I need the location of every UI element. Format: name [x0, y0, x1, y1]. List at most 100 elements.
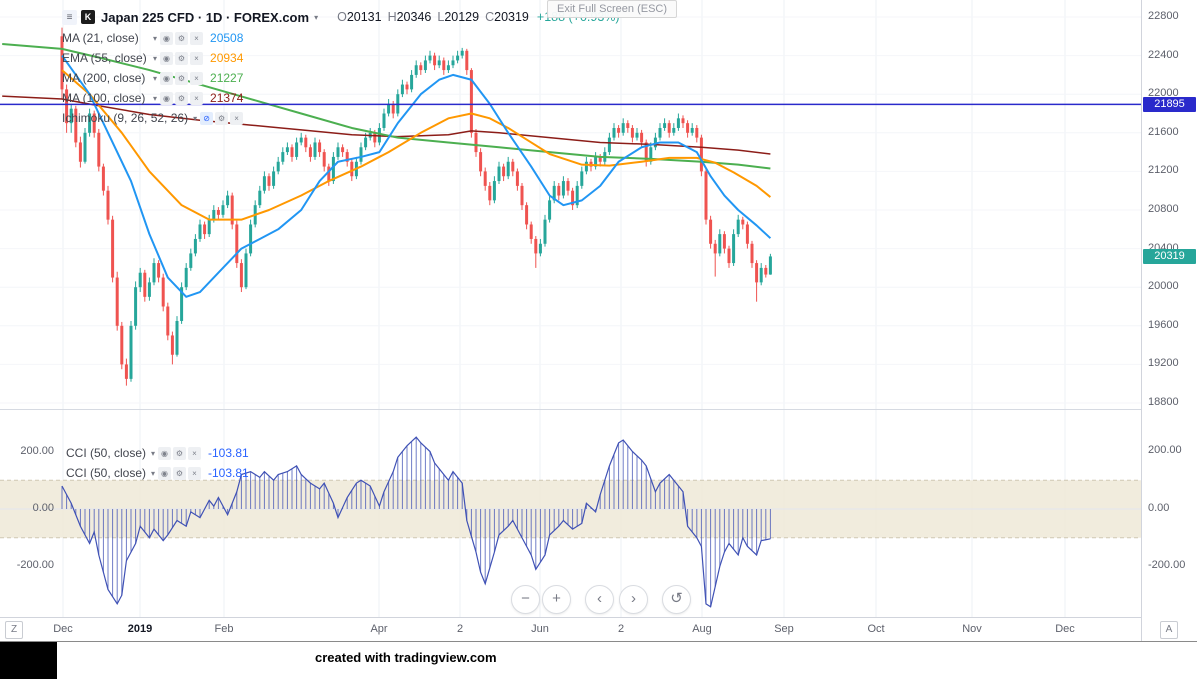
- time-axis-label: Oct: [867, 623, 885, 635]
- indicator-row-ma200[interactable]: MA (200, close) ▾ ◉ ⚙ × 21227: [62, 68, 620, 88]
- cci-left-tick: 200.00: [20, 445, 54, 457]
- eye-icon[interactable]: ◉: [160, 51, 174, 65]
- indicator-value: 20934: [210, 51, 244, 65]
- eye-icon[interactable]: ◉: [160, 31, 174, 45]
- cci-legend: CCI (50, close) ▾ ◉ ⚙ × -103.81 CCI (50,…: [66, 443, 249, 483]
- close-icon[interactable]: ×: [190, 91, 204, 105]
- symbol-title[interactable]: Japan 225 CFD · 1D · FOREX.com: [101, 9, 310, 25]
- high-label: H: [387, 10, 397, 24]
- zoom-out-button[interactable]: −: [511, 585, 540, 614]
- settings-icon[interactable]: ⚙: [173, 466, 187, 480]
- close-icon[interactable]: ×: [190, 31, 204, 45]
- cci-left-tick: -200.00: [16, 559, 54, 571]
- pan-left-button[interactable]: ‹: [585, 585, 614, 614]
- indicator-row-ma21[interactable]: MA (21, close) ▾ ◉ ⚙ × 20508: [62, 28, 620, 48]
- indicator-label: CCI (50, close): [66, 466, 147, 480]
- eye-icon[interactable]: ◉: [160, 91, 174, 105]
- menu-icon[interactable]: ≡: [62, 9, 77, 25]
- price-tick-label: 22800: [1148, 10, 1179, 22]
- close-icon[interactable]: ×: [190, 51, 204, 65]
- chevron-down-icon[interactable]: ▾: [151, 448, 156, 458]
- close-icon[interactable]: ×: [230, 111, 244, 125]
- eye-icon[interactable]: ◉: [158, 446, 172, 460]
- price-tick-label: 22400: [1148, 48, 1179, 61]
- low-value: 20129: [444, 10, 480, 24]
- chevron-down-icon[interactable]: ▾: [193, 113, 198, 123]
- time-axis-label: Sep: [774, 623, 794, 635]
- indicator-value: -103.81: [208, 446, 249, 460]
- chart-plot-area[interactable]: ≡ K Japan 225 CFD · 1D · FOREX.com ▾ O20…: [0, 0, 1141, 617]
- cci-band-layer: [0, 479, 1141, 539]
- indicator-label: MA (200, close): [62, 71, 146, 85]
- cci-left-tick: 0.00: [32, 502, 54, 514]
- price-tick-label: 21600: [1148, 125, 1179, 138]
- price-axis[interactable]: 21895 20319 200.00 0.00 -200.00 A 22800 2…: [1141, 0, 1197, 641]
- time-axis-label: 2019: [127, 623, 153, 635]
- price-tick-label: 21200: [1148, 164, 1179, 177]
- indicator-row-ichimoku[interactable]: Ichimoku (9, 26, 52, 26) ▾ ⊘ ⚙ ×: [62, 108, 620, 128]
- last-price-label: 20319: [1143, 249, 1196, 264]
- indicator-value: 21227: [210, 71, 244, 85]
- cci-series: [61, 436, 771, 608]
- price-tick-label: 19200: [1148, 357, 1179, 370]
- zoom-in-button[interactable]: +: [542, 585, 571, 614]
- settings-icon[interactable]: ⚙: [175, 31, 189, 45]
- price-tick-label: 19600: [1148, 318, 1179, 331]
- indicator-label: EMA (55, close): [62, 51, 147, 65]
- symbol-header-row: ≡ K Japan 225 CFD · 1D · FOREX.com ▾ O20…: [62, 6, 620, 28]
- indicator-label: MA (21, close): [62, 31, 139, 45]
- overlay-3: [2, 95, 771, 155]
- time-axis-label: Dec: [53, 623, 73, 635]
- price-tick-label: 20800: [1148, 203, 1179, 215]
- indicator-row-ema55[interactable]: EMA (55, close) ▾ ◉ ⚙ × 20934: [62, 48, 620, 68]
- exit-fullscreen-tooltip: Exit Full Screen (ESC): [547, 0, 678, 18]
- chevron-down-icon[interactable]: ▾: [153, 73, 158, 83]
- time-axis-label: Dec: [1055, 623, 1075, 635]
- cci-row-1[interactable]: CCI (50, close) ▾ ◉ ⚙ × -103.81: [66, 443, 249, 463]
- adjust-scale-button[interactable]: A: [1160, 621, 1178, 639]
- price-tick-label: 20000: [1148, 280, 1179, 293]
- time-axis-label: 2: [456, 623, 464, 635]
- close-icon[interactable]: ×: [190, 71, 204, 85]
- chevron-down-icon[interactable]: ▾: [314, 12, 319, 22]
- cci-right-tick: 200.00: [1148, 444, 1182, 456]
- indicator-value: 20508: [210, 31, 244, 45]
- close-icon[interactable]: ×: [188, 466, 202, 480]
- chevron-down-icon[interactable]: ▾: [153, 33, 158, 43]
- time-axis-label: Apr: [370, 623, 388, 635]
- time-axis[interactable]: Z Dec 2019 Feb Apr 2 Jun 2 Aug Sep Oct Nov Dec: [0, 617, 1141, 642]
- eye-icon[interactable]: ◉: [160, 71, 174, 85]
- moving-averages-layer: [2, 43, 772, 298]
- timezone-button[interactable]: Z: [5, 621, 23, 639]
- hidden-eye-icon[interactable]: ⊘: [200, 111, 214, 125]
- chevron-down-icon[interactable]: ▾: [153, 93, 158, 103]
- symbol-logo-icon: K: [81, 10, 95, 24]
- chevron-down-icon[interactable]: ▾: [151, 468, 156, 478]
- settings-icon[interactable]: ⚙: [175, 91, 189, 105]
- chevron-down-icon[interactable]: ▾: [153, 53, 158, 63]
- settings-icon[interactable]: ⚙: [175, 51, 189, 65]
- pan-right-button[interactable]: ›: [619, 585, 648, 614]
- candles-layer: [60, 27, 772, 386]
- indicator-row-ma100[interactable]: MA (100, close) ▾ ◉ ⚙ × 21374: [62, 88, 620, 108]
- hline-price-label[interactable]: 21895: [1143, 97, 1196, 112]
- cci-row-2[interactable]: CCI (50, close) ▾ ◉ ⚙ × -103.81: [66, 463, 249, 483]
- indicator-label: Ichimoku (9, 26, 52, 26): [62, 111, 189, 125]
- settings-icon[interactable]: ⚙: [215, 111, 229, 125]
- overlay-1: [61, 69, 772, 221]
- black-bar: [0, 642, 57, 679]
- reset-view-button[interactable]: ↺: [662, 585, 691, 614]
- settings-icon[interactable]: ⚙: [175, 71, 189, 85]
- ohlc-values: O20131 H20346 L20129 C20319: [331, 10, 529, 24]
- open-label: O: [337, 10, 347, 24]
- low-label: L: [437, 10, 445, 24]
- close-icon[interactable]: ×: [188, 446, 202, 460]
- settings-icon[interactable]: ⚙: [173, 446, 187, 460]
- eye-icon[interactable]: ◉: [158, 466, 172, 480]
- price-tick-label: 18800: [1148, 396, 1179, 408]
- time-axis-label: Nov: [962, 623, 982, 635]
- indicator-label: MA (100, close): [62, 91, 146, 105]
- cci-right-tick: -200.00: [1148, 559, 1186, 571]
- time-axis-label: Feb: [214, 623, 234, 635]
